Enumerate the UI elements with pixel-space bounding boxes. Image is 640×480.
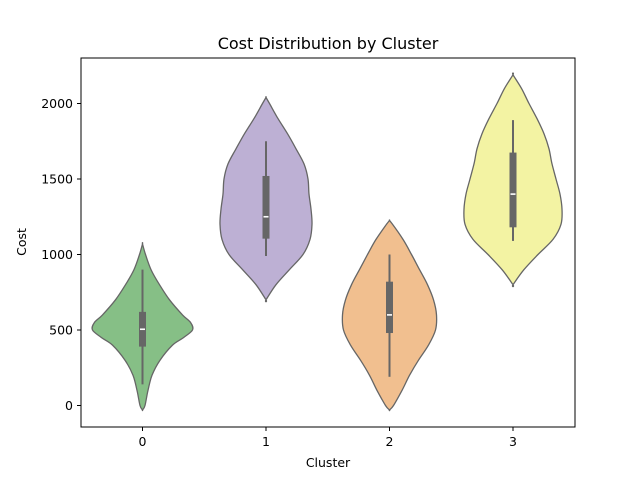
- y-axis-label: Cost: [14, 228, 29, 256]
- y-tick-label-500: 500: [49, 323, 73, 338]
- violin-iqr-box-2: [386, 281, 393, 334]
- violins: [91, 72, 563, 412]
- violin-group-3: [463, 72, 563, 288]
- x-tick-label-1: 1: [262, 434, 270, 449]
- x-tick-label-2: 2: [386, 434, 394, 449]
- x-tick-label-3: 3: [509, 434, 517, 449]
- y-tick-label-1000: 1000: [41, 247, 73, 262]
- y-tick-label-1500: 1500: [41, 172, 73, 187]
- violin-group-0: [91, 241, 194, 412]
- violin-iqr-box-3: [509, 152, 517, 228]
- chart-title: Cost Distribution by Cluster: [218, 34, 439, 53]
- y-tick-label-2000: 2000: [41, 96, 73, 111]
- violin-iqr-box-1: [262, 175, 270, 239]
- x-axis: 0 1 2 3: [139, 427, 517, 449]
- x-axis-label: Cluster: [306, 455, 351, 470]
- violin-group-2: [341, 219, 438, 412]
- violin-group-1: [219, 96, 313, 303]
- y-axis: 0 500 1000 1500 2000: [41, 96, 81, 413]
- plot-frame: [80, 57, 576, 428]
- y-tick-label-0: 0: [65, 398, 73, 413]
- x-tick-label-0: 0: [139, 434, 147, 449]
